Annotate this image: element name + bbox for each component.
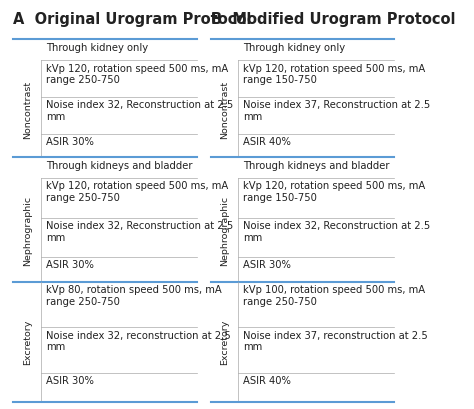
Text: kVp 80, rotation speed 500 ms, mA
range 250-750: kVp 80, rotation speed 500 ms, mA range … xyxy=(46,285,221,306)
Text: Through kidney only: Through kidney only xyxy=(243,43,346,53)
Text: Noise index 37, reconstruction at 2.5
mm: Noise index 37, reconstruction at 2.5 mm xyxy=(243,330,428,351)
Text: kVp 120, rotation speed 500 ms, mA
range 150-750: kVp 120, rotation speed 500 ms, mA range… xyxy=(243,181,426,202)
Text: ASIR 40%: ASIR 40% xyxy=(243,137,291,147)
Text: Excretory: Excretory xyxy=(220,319,229,364)
Text: ASIR 30%: ASIR 30% xyxy=(46,260,93,270)
Text: Through kidneys and bladder: Through kidneys and bladder xyxy=(46,160,192,170)
Text: Nephrographic: Nephrographic xyxy=(220,196,229,265)
Text: Noise index 37, Reconstruction at 2.5
mm: Noise index 37, Reconstruction at 2.5 mm xyxy=(243,100,430,122)
Text: Noncontrast: Noncontrast xyxy=(220,80,229,138)
Text: Excretory: Excretory xyxy=(23,319,32,364)
Text: kVp 120, rotation speed 500 ms, mA
range 150-750: kVp 120, rotation speed 500 ms, mA range… xyxy=(243,63,426,85)
Text: ASIR 40%: ASIR 40% xyxy=(243,375,291,385)
Text: A  Original Urogram Protocol: A Original Urogram Protocol xyxy=(13,11,252,27)
Text: Noise index 32, Reconstruction at 2.5
mm: Noise index 32, Reconstruction at 2.5 mm xyxy=(46,100,233,122)
Text: Nephrographic: Nephrographic xyxy=(23,196,32,265)
Text: Noise index 32, Reconstruction at 2.5
mm: Noise index 32, Reconstruction at 2.5 mm xyxy=(243,220,430,242)
Text: kVp 120, rotation speed 500 ms, mA
range 250-750: kVp 120, rotation speed 500 ms, mA range… xyxy=(46,63,228,85)
Text: Through kidney only: Through kidney only xyxy=(46,43,148,53)
Text: Noise index 32, reconstruction at 2.5
mm: Noise index 32, reconstruction at 2.5 mm xyxy=(46,330,230,351)
Text: Noise index 32, Reconstruction at 2.5
mm: Noise index 32, Reconstruction at 2.5 mm xyxy=(46,220,233,242)
Text: ASIR 30%: ASIR 30% xyxy=(46,375,93,385)
Text: B  Modified Urogram Protocol: B Modified Urogram Protocol xyxy=(211,11,456,27)
Text: ASIR 30%: ASIR 30% xyxy=(243,260,291,270)
Text: kVp 120, rotation speed 500 ms, mA
range 250-750: kVp 120, rotation speed 500 ms, mA range… xyxy=(46,181,228,202)
Text: Through kidneys and bladder: Through kidneys and bladder xyxy=(243,160,390,170)
Text: ASIR 30%: ASIR 30% xyxy=(46,137,93,147)
Text: Noncontrast: Noncontrast xyxy=(23,80,32,138)
Text: kVp 100, rotation speed 500 ms, mA
range 250-750: kVp 100, rotation speed 500 ms, mA range… xyxy=(243,285,425,306)
